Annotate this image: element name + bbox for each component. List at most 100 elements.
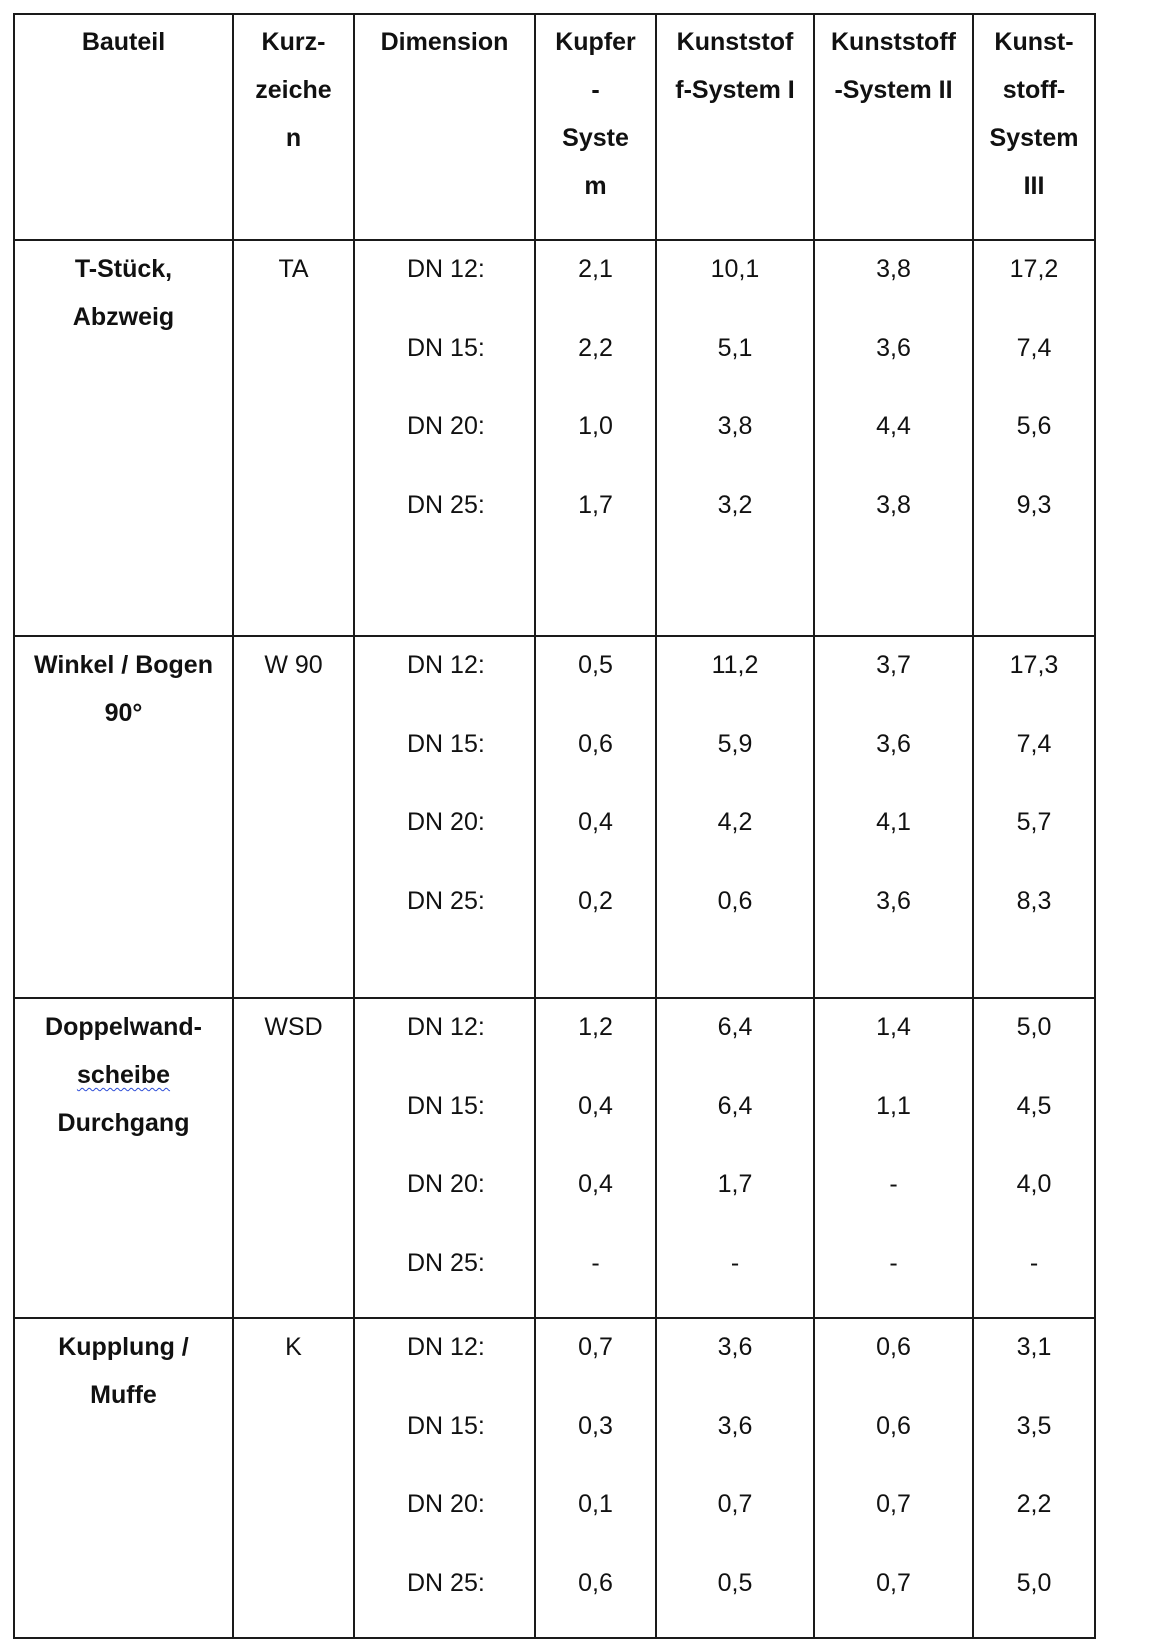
kunststoff-2-cell: 3,7 3,6 4,1 3,6 xyxy=(813,635,974,999)
dimension-value: DN 12: xyxy=(407,1013,485,1041)
component-name-line: Kupplung / xyxy=(58,1333,189,1361)
value: - xyxy=(889,1170,898,1198)
value: 0,5 xyxy=(717,1568,753,1597)
component-code: WSD xyxy=(232,997,355,1319)
dimension-cell: DN 12: DN 15: DN 20: DN 25: xyxy=(353,635,536,999)
value: 4,2 xyxy=(717,808,753,836)
kunststoff-2-cell: 1,4 1,1 - - xyxy=(813,997,974,1319)
header-kunststoff-system-3: Kunst- stoff- System III xyxy=(972,13,1096,241)
component-name-line: Doppelwand- xyxy=(45,1013,202,1041)
table-row: T-Stück, Abzweig TA DN 12: DN 15: DN 20:… xyxy=(13,239,1096,637)
value: 0,4 xyxy=(578,808,613,836)
kunststoff-2-cell: 3,8 3,6 4,4 3,8 xyxy=(813,239,974,637)
header-dimension: Dimension xyxy=(353,13,536,241)
value: 1,7 xyxy=(717,1170,753,1198)
value: 2,2 xyxy=(578,333,613,362)
component-name-line: Durchgang xyxy=(57,1109,190,1137)
dimension-cell: DN 12: DN 15: DN 20: DN 25: xyxy=(353,1317,536,1639)
dimension-value: DN 15: xyxy=(407,333,485,362)
kupfer-cell: 0,7 0,3 0,1 0,6 xyxy=(534,1317,657,1639)
value: 3,1 xyxy=(1016,1333,1052,1361)
dimension-value: DN 12: xyxy=(407,651,485,679)
value: 0,2 xyxy=(578,886,613,915)
component-name-line: 90° xyxy=(104,699,143,727)
kupfer-cell: 1,2 0,4 0,4 - xyxy=(534,997,657,1319)
value: 5,6 xyxy=(1016,412,1052,440)
value: 0,6 xyxy=(876,1411,911,1440)
value: 3,6 xyxy=(717,1411,753,1440)
header-kunststoff-system-1: Kunststof f-System I xyxy=(655,13,815,241)
kupfer-cell: 2,1 2,2 1,0 1,7 xyxy=(534,239,657,637)
value: 0,6 xyxy=(876,1333,911,1361)
component-name-line: T-Stück, xyxy=(74,255,173,283)
value: 0,7 xyxy=(876,1490,911,1518)
value: 0,6 xyxy=(717,886,753,915)
component-name-line: Muffe xyxy=(90,1381,157,1409)
value: 4,0 xyxy=(1016,1170,1052,1198)
kunststoff-1-cell: 3,6 3,6 0,7 0,5 xyxy=(655,1317,815,1639)
header-label: Kupfer - Syste m xyxy=(555,28,636,200)
header-label: Kunst- stoff- System III xyxy=(989,28,1079,200)
dimension-cell: DN 12: DN 15: DN 20: DN 25: xyxy=(353,997,536,1319)
value: 10,1 xyxy=(710,255,760,283)
value: 7,4 xyxy=(1016,729,1052,758)
header-row: Bauteil Kurz- zeiche n Dimension Kupfer … xyxy=(13,13,1096,241)
kunststoff-3-cell: 17,2 7,4 5,6 9,3 xyxy=(972,239,1096,637)
value: 4,1 xyxy=(876,808,911,836)
header-kupfer-system: Kupfer - Syste m xyxy=(534,13,657,241)
kupfer-cell: 0,5 0,6 0,4 0,2 xyxy=(534,635,657,999)
value: 0,5 xyxy=(578,651,613,679)
value: 9,3 xyxy=(1016,490,1052,519)
kunststoff-2-cell: 0,6 0,6 0,7 0,7 xyxy=(813,1317,974,1639)
value: 11,2 xyxy=(711,651,759,679)
value: 3,6 xyxy=(876,729,911,758)
component-name-line: scheibe xyxy=(76,1061,171,1089)
table-row: Kupplung / Muffe K DN 12: DN 15: DN 20: … xyxy=(13,1317,1096,1639)
value: 5,0 xyxy=(1016,1568,1052,1597)
header-bauteil: Bauteil xyxy=(13,13,234,241)
dimension-value: DN 25: xyxy=(407,1248,485,1277)
value: - xyxy=(889,1248,898,1277)
kunststoff-1-cell: 10,1 5,1 3,8 3,2 xyxy=(655,239,815,637)
header-kunststoff-system-2: Kunststoff -System II xyxy=(813,13,974,241)
value: 3,6 xyxy=(876,333,911,362)
value: 3,8 xyxy=(876,255,911,283)
code-value: K xyxy=(285,1333,302,1361)
kunststoff-3-cell: 17,3 7,4 5,7 8,3 xyxy=(972,635,1096,999)
value: 3,7 xyxy=(876,651,911,679)
header-label: Bauteil xyxy=(81,28,166,56)
value: 4,4 xyxy=(876,412,911,440)
value: 5,9 xyxy=(717,729,753,758)
value: 2,1 xyxy=(578,255,613,283)
header-label: Dimension xyxy=(380,28,509,56)
value: 6,4 xyxy=(717,1013,753,1041)
header-label: Kunststoff -System II xyxy=(831,28,956,104)
kunststoff-3-cell: 5,0 4,5 4,0 - xyxy=(972,997,1096,1319)
value: 0,7 xyxy=(876,1568,911,1597)
value: 3,8 xyxy=(876,490,911,519)
dimension-value: DN 15: xyxy=(407,1091,485,1120)
value: 3,6 xyxy=(717,1333,753,1361)
table-row: Winkel / Bogen 90° W 90 DN 12: DN 15: DN… xyxy=(13,635,1096,999)
value: 2,2 xyxy=(1016,1490,1052,1518)
dimension-value: DN 20: xyxy=(407,808,485,836)
dimension-value: DN 12: xyxy=(407,255,485,283)
fittings-table: Bauteil Kurz- zeiche n Dimension Kupfer … xyxy=(13,13,1096,1639)
dimension-value: DN 15: xyxy=(407,729,485,758)
component-code: K xyxy=(232,1317,355,1639)
value: 17,2 xyxy=(1009,255,1059,283)
value: 8,3 xyxy=(1016,886,1052,915)
value: 3,2 xyxy=(717,490,753,519)
value: 0,7 xyxy=(717,1490,753,1518)
dimension-value: DN 25: xyxy=(407,1568,485,1597)
dimension-value: DN 25: xyxy=(407,886,485,915)
dimension-value: DN 25: xyxy=(407,490,485,519)
value: 0,6 xyxy=(578,729,613,758)
value: 4,5 xyxy=(1016,1091,1052,1120)
value: 7,4 xyxy=(1016,333,1052,362)
value: 1,1 xyxy=(876,1091,911,1120)
value: 0,7 xyxy=(578,1333,613,1361)
component-name-line: Winkel / Bogen xyxy=(34,651,213,679)
component-code: W 90 xyxy=(232,635,355,999)
dimension-value: DN 12: xyxy=(407,1333,485,1361)
